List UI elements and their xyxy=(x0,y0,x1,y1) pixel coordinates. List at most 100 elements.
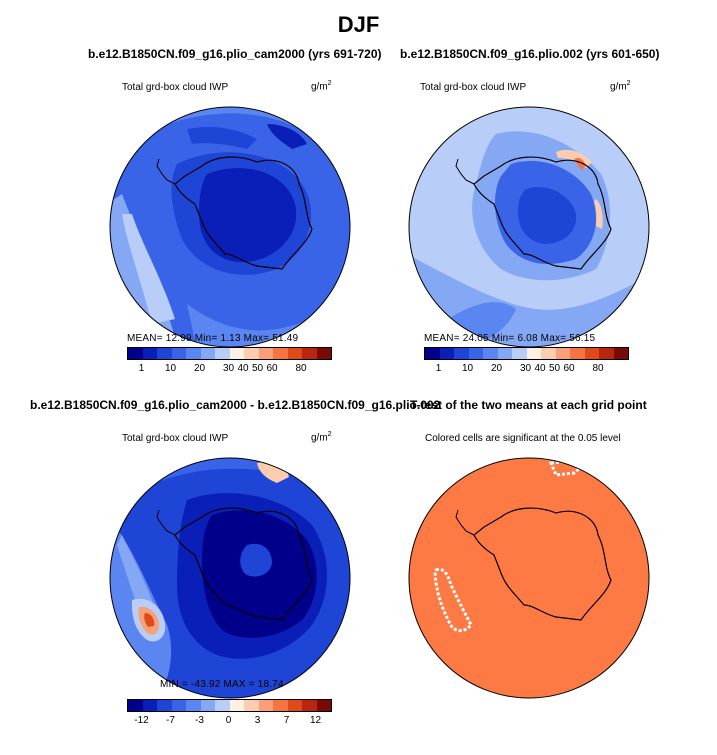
colorbar-swatch xyxy=(128,348,143,359)
colorbar-swatch xyxy=(215,700,230,711)
colorbar-swatch xyxy=(541,348,556,359)
colorbar-swatch xyxy=(258,700,273,711)
colorbar-swatch xyxy=(142,700,157,711)
panel1-coastline xyxy=(174,156,313,270)
panel4-significance-field xyxy=(409,458,649,698)
panel3-field-warm-core xyxy=(144,613,155,627)
panel4-map-border xyxy=(408,457,650,699)
colorbar-swatch xyxy=(555,348,570,359)
colorbar-tick-label: 7 xyxy=(283,715,290,726)
panel4-title: T-test of the two means at each grid poi… xyxy=(410,398,647,412)
colorbar-swatch xyxy=(425,348,440,359)
panel3-polar-map xyxy=(109,457,351,699)
colorbar-swatch xyxy=(186,348,201,359)
panel2-field-warm-east xyxy=(594,199,603,229)
colorbar-swatch xyxy=(157,348,172,359)
panel3-title: b.e12.B1850CN.f09_g16.plio_cam2000 - b.e… xyxy=(30,398,441,412)
panel4-peninsula xyxy=(455,509,475,536)
panel3-stats: MIN = -43.92 MAX = 18.74 xyxy=(160,679,284,690)
colorbar-tick-label: 20 xyxy=(193,363,206,374)
panel1-stats: MEAN= 12.99 Min= 1.13 Max= 51.49 xyxy=(127,333,299,344)
colorbar-swatch xyxy=(171,700,186,711)
colorbar-tick-label: 80 xyxy=(295,363,307,374)
colorbar-swatch xyxy=(439,348,454,359)
panel4-coastline xyxy=(473,507,612,621)
colorbar-swatch xyxy=(200,348,215,359)
colorbar-swatch xyxy=(273,348,288,359)
colorbar-tick-label: 1 xyxy=(435,363,442,374)
panel1-peninsula xyxy=(156,158,176,185)
colorbar-swatch xyxy=(186,700,201,711)
panel3-field-hole xyxy=(240,543,272,577)
colorbar-tick-label: -12 xyxy=(134,715,149,726)
colorbar-tick-label: 10 xyxy=(164,363,177,374)
panel2-units: g/m2 xyxy=(610,80,631,93)
colorbar-tick-label: 0 xyxy=(225,715,232,726)
colorbar-tick-label: 12 xyxy=(309,715,322,726)
colorbar-swatch xyxy=(229,348,244,359)
colorbar-tick-label: 3 xyxy=(254,715,261,726)
colorbar-tick-label: 40 xyxy=(237,363,249,374)
panel3-map-border xyxy=(109,457,351,699)
panel1-field-hotspot xyxy=(110,160,116,172)
panel1-polar-map xyxy=(109,106,351,348)
colorbar-tick-label: 80 xyxy=(592,363,604,374)
colorbar-swatch xyxy=(570,348,585,359)
panel2-polar-map xyxy=(408,106,650,348)
panel1-variable-label: Total grd-box cloud IWP xyxy=(122,82,229,93)
colorbar-swatch xyxy=(258,348,273,359)
colorbar-swatch xyxy=(454,348,469,359)
panel4-polar-map xyxy=(408,457,650,699)
colorbar-swatch xyxy=(273,700,288,711)
colorbar-swatch xyxy=(512,348,527,359)
panel2-coastline xyxy=(473,156,612,270)
colorbar-tick-label: 30 xyxy=(519,363,532,374)
panel1-field-patch2 xyxy=(267,124,307,149)
colorbar-swatch xyxy=(302,700,317,711)
colorbar-tick-label: -3 xyxy=(195,715,204,726)
panel2-stats: MEAN= 24.05 Min= 6.08 Max= 56.15 xyxy=(424,333,596,344)
colorbar-swatch xyxy=(215,348,230,359)
colorbar-swatch xyxy=(244,700,259,711)
colorbar-swatch xyxy=(613,348,628,359)
colorbar-swatch xyxy=(157,700,172,711)
colorbar-tick-label: 50 xyxy=(548,363,561,374)
colorbar-swatch xyxy=(302,348,317,359)
panel2-field-core xyxy=(518,186,577,244)
panel1-field-core xyxy=(199,168,297,263)
colorbar-swatch xyxy=(287,348,302,359)
colorbar-tick-label: 20 xyxy=(490,363,503,374)
colorbar-tick-label: 60 xyxy=(563,363,575,374)
panel2-title: b.e12.B1850CN.f09_g16.plio.002 (yrs 601-… xyxy=(400,47,660,61)
panel1-field-patch xyxy=(187,127,257,149)
colorbar-swatch xyxy=(244,348,259,359)
panel1-field-west-band xyxy=(122,214,175,324)
panel1-title: b.e12.B1850CN.f09_g16.plio_cam2000 (yrs … xyxy=(88,47,382,61)
panel2-peninsula xyxy=(455,158,475,185)
colorbar-swatch xyxy=(483,348,498,359)
colorbar-swatch xyxy=(287,700,302,711)
panel3-units: g/m2 xyxy=(311,431,332,444)
colorbar-tick-label: 1 xyxy=(138,363,145,374)
panel4-subtitle: Colored cells are significant at the 0.0… xyxy=(425,433,621,444)
panel2-colorbar xyxy=(424,347,629,360)
colorbar-swatch xyxy=(468,348,483,359)
colorbar-tick-label: 50 xyxy=(251,363,264,374)
colorbar-swatch xyxy=(200,700,215,711)
panel3-colorbar xyxy=(127,699,332,712)
panel1-colorbar xyxy=(127,347,332,360)
colorbar-swatch xyxy=(316,348,331,359)
colorbar-tick-label: 30 xyxy=(222,363,235,374)
panel3-coastline xyxy=(174,507,313,621)
colorbar-tick-label: -7 xyxy=(166,715,175,726)
colorbar-swatch xyxy=(128,700,143,711)
colorbar-tick-label: 40 xyxy=(534,363,546,374)
colorbar-swatch xyxy=(316,700,331,711)
colorbar-swatch xyxy=(229,700,244,711)
colorbar-tick-label: 60 xyxy=(266,363,278,374)
colorbar-swatch xyxy=(497,348,512,359)
colorbar-swatch xyxy=(584,348,599,359)
colorbar-swatch xyxy=(599,348,614,359)
colorbar-tick-label: 10 xyxy=(461,363,474,374)
colorbar-swatch xyxy=(526,348,541,359)
